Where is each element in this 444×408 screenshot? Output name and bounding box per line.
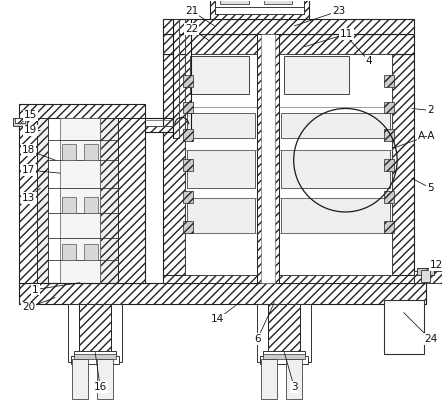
Bar xyxy=(286,359,302,399)
Bar xyxy=(173,19,179,138)
Text: 2: 2 xyxy=(427,106,434,115)
Bar xyxy=(68,304,122,362)
Bar xyxy=(62,197,76,213)
Text: 3: 3 xyxy=(291,382,297,392)
Text: 5: 5 xyxy=(427,183,434,193)
Bar xyxy=(71,356,119,364)
Bar xyxy=(187,150,255,188)
Bar xyxy=(15,118,24,123)
Bar xyxy=(263,351,305,359)
Bar xyxy=(281,113,390,138)
Text: 23: 23 xyxy=(332,6,345,16)
Text: 17: 17 xyxy=(22,165,35,175)
Text: 19: 19 xyxy=(24,125,37,135)
Bar xyxy=(190,56,250,93)
Bar xyxy=(263,354,305,359)
Bar xyxy=(19,283,427,304)
Bar xyxy=(185,54,392,275)
Text: 4: 4 xyxy=(365,56,372,66)
Bar xyxy=(187,198,255,233)
Bar xyxy=(220,0,250,4)
Bar xyxy=(84,144,98,160)
Bar xyxy=(74,354,116,359)
Bar xyxy=(163,19,413,34)
Bar xyxy=(62,244,76,260)
Bar xyxy=(118,118,145,283)
Bar xyxy=(260,356,308,364)
Bar xyxy=(262,34,275,283)
Text: 16: 16 xyxy=(94,382,107,392)
Bar xyxy=(187,113,255,138)
Bar xyxy=(392,54,413,283)
Text: 11: 11 xyxy=(340,29,353,39)
Text: 21: 21 xyxy=(185,6,198,16)
Bar xyxy=(60,118,100,283)
Bar xyxy=(281,198,390,233)
Bar xyxy=(163,34,413,54)
Text: 12: 12 xyxy=(430,259,443,270)
Bar xyxy=(413,271,444,283)
Bar xyxy=(384,102,394,113)
Bar xyxy=(258,34,279,283)
Text: 1: 1 xyxy=(32,284,39,295)
Bar xyxy=(384,159,394,171)
Bar xyxy=(281,150,390,188)
Bar xyxy=(163,275,413,283)
Bar xyxy=(72,359,88,399)
Bar xyxy=(384,191,394,203)
Text: 20: 20 xyxy=(22,302,35,313)
Bar xyxy=(268,304,300,354)
Bar xyxy=(185,19,191,138)
Text: 6: 6 xyxy=(254,334,261,344)
Bar xyxy=(384,75,394,86)
Bar xyxy=(284,56,349,93)
Bar xyxy=(74,351,116,359)
Bar xyxy=(384,221,394,233)
Bar xyxy=(183,75,193,86)
Bar xyxy=(62,144,76,160)
Bar xyxy=(12,118,27,126)
Bar xyxy=(210,0,309,19)
Bar xyxy=(100,118,118,283)
Text: 15: 15 xyxy=(24,111,37,120)
Bar xyxy=(19,104,145,283)
Bar xyxy=(384,129,394,141)
Bar xyxy=(214,0,304,14)
Text: 18: 18 xyxy=(22,145,35,155)
Bar xyxy=(420,270,431,282)
Bar xyxy=(262,359,277,399)
Bar xyxy=(19,118,36,283)
Text: 13: 13 xyxy=(22,193,35,203)
Bar xyxy=(183,191,193,203)
Bar xyxy=(145,126,173,132)
Bar xyxy=(183,129,193,141)
Bar xyxy=(79,304,111,354)
Bar xyxy=(384,299,424,354)
Text: 24: 24 xyxy=(424,334,437,344)
Text: 22: 22 xyxy=(185,24,198,34)
Bar xyxy=(183,102,193,113)
Bar xyxy=(97,359,113,399)
Bar xyxy=(416,268,434,275)
Bar xyxy=(163,54,185,283)
Bar xyxy=(183,159,193,171)
Bar xyxy=(258,304,311,362)
Bar xyxy=(19,104,145,118)
Text: 14: 14 xyxy=(211,315,224,324)
Bar xyxy=(36,118,48,283)
Text: A-A: A-A xyxy=(418,131,435,141)
Bar xyxy=(84,244,98,260)
Bar xyxy=(84,197,98,213)
Bar xyxy=(183,221,193,233)
Bar xyxy=(264,0,292,4)
